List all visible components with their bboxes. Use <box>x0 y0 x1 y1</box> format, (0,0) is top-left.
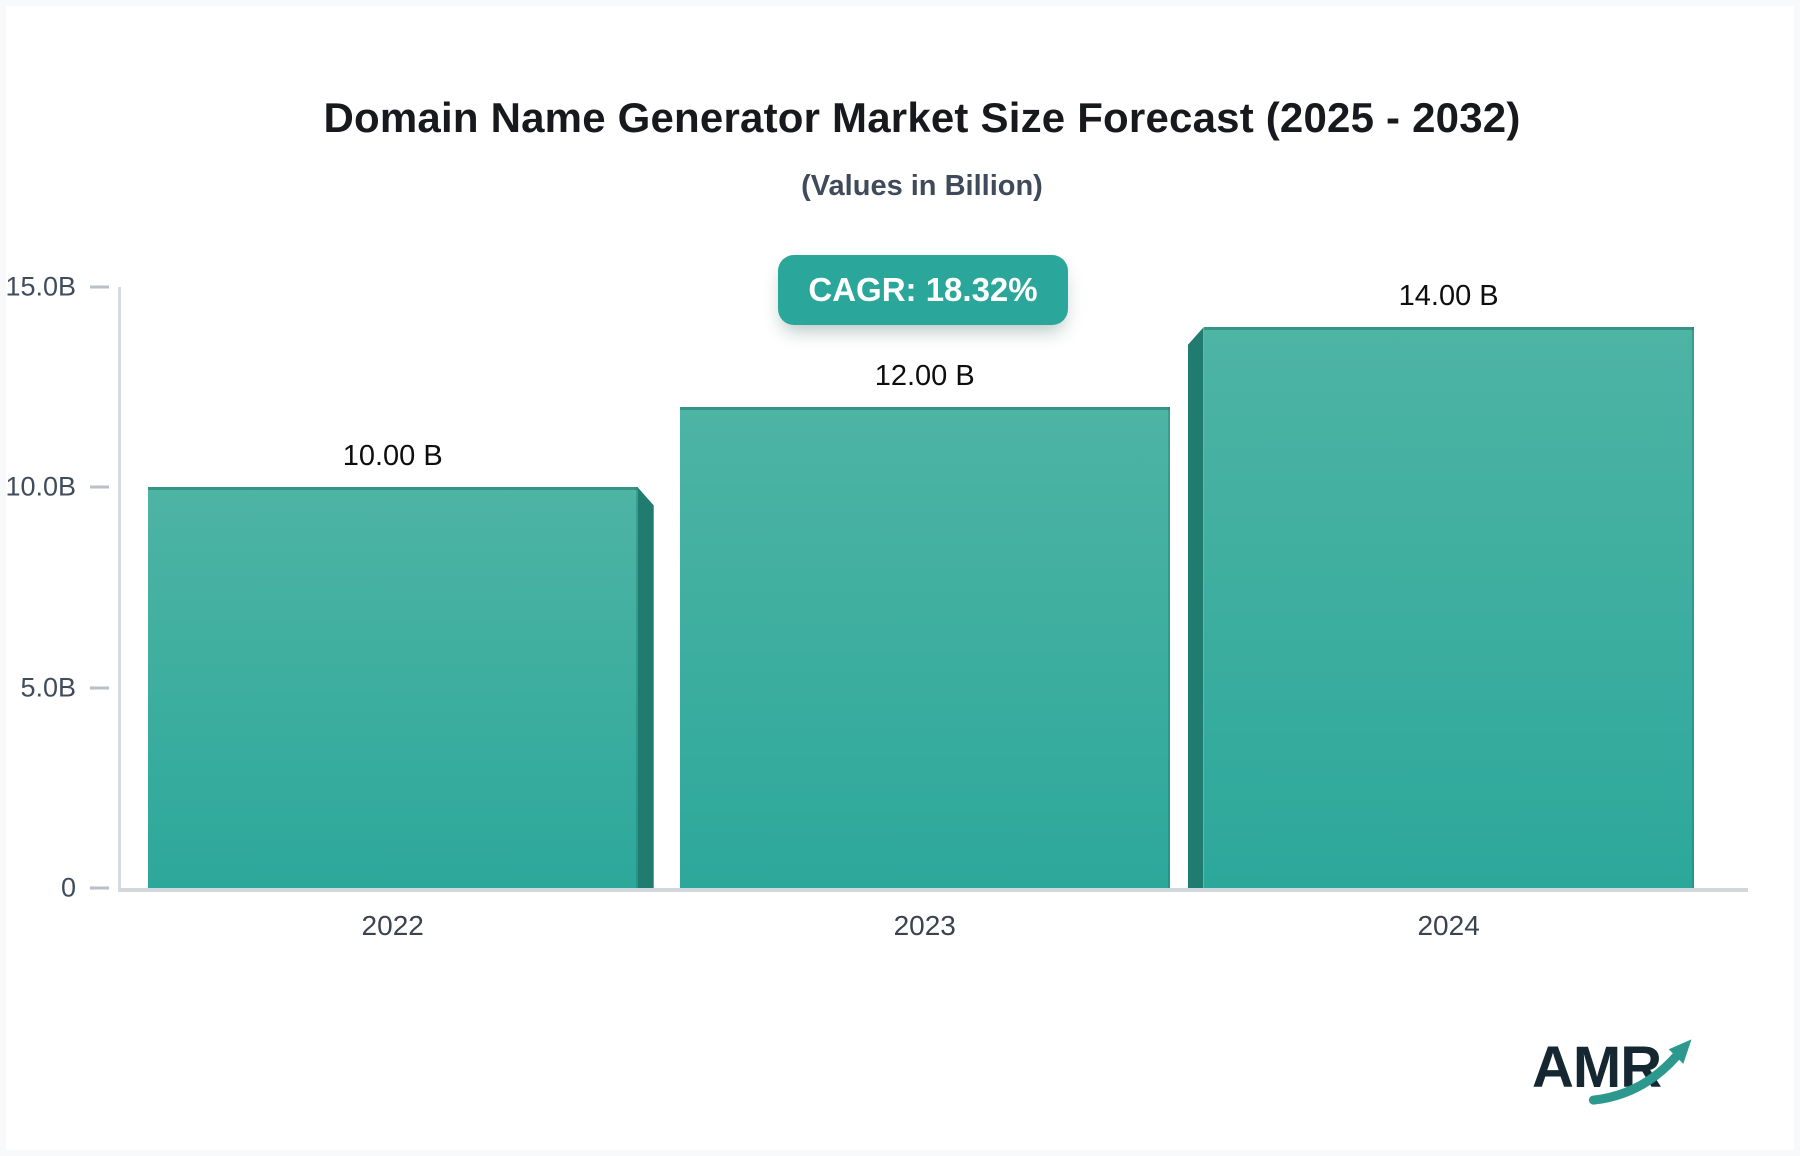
y-tick: 5.0B <box>20 672 109 703</box>
y-tick-label: 15.0B <box>5 271 76 302</box>
x-axis-label: 2022 <box>361 910 424 941</box>
y-tick-label: 0 <box>60 872 76 903</box>
bar-side-3d <box>637 487 654 888</box>
bar-value-label: 10.00 B <box>342 440 443 473</box>
plot-area: 15.0B 10.0B 5.0B 0 10.00 B 2022 12.00 B 2023 14.… <box>5 272 1748 941</box>
x-axis-label: 2023 <box>893 910 956 941</box>
cagr-badge: CAGR: 18.32% <box>778 255 1068 325</box>
logo: AMR <box>1532 1036 1727 1120</box>
y-tick: 15.0B <box>5 272 109 303</box>
y-tick-dash <box>90 886 109 890</box>
bar-value-label: 12.00 B <box>874 360 975 393</box>
y-tick: 0 <box>61 873 109 904</box>
y-tick-dash <box>90 686 109 690</box>
y-tick-dash <box>90 485 109 489</box>
y-tick-label: 5.0B <box>20 672 76 703</box>
growth-arrow-icon <box>1588 1039 1692 1105</box>
bar <box>1203 327 1694 888</box>
bar-side-3d <box>1187 327 1204 888</box>
x-axis-label: 2024 <box>1417 910 1480 941</box>
bar <box>679 407 1170 888</box>
chart-subtitle: (Values in Billion) <box>801 170 1043 202</box>
y-tick-dash <box>90 285 109 289</box>
bar <box>147 487 638 888</box>
y-tick: 10.0B <box>5 472 109 503</box>
bar-value-label: 14.00 B <box>1398 280 1499 313</box>
chart-title: Domain Name Generator Market Size Foreca… <box>323 94 1521 141</box>
y-tick-label: 10.0B <box>5 471 76 502</box>
